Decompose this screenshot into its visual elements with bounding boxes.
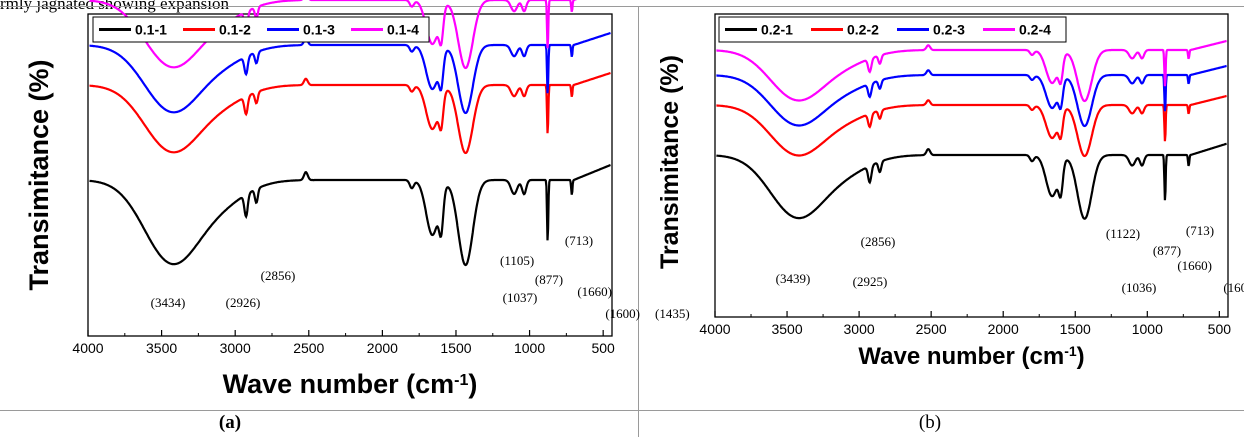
legend-label: 0.1-4 (387, 22, 419, 38)
legend-label: 0.2-4 (1019, 22, 1051, 38)
series-line-0.2-2 (716, 94, 1227, 158)
x-tick-label: 2500 (916, 321, 947, 337)
series-line-0.2-1 (716, 142, 1227, 220)
x-tick-label: 2000 (988, 321, 1019, 337)
x-tick-label: 4000 (72, 340, 103, 356)
series-line-0.1-1 (89, 163, 611, 267)
peak-label: (1037) (503, 290, 538, 305)
x-tick-label: 1500 (1060, 321, 1091, 337)
x-axis-title: Wave number (cm-1) (223, 369, 478, 399)
x-axis-title: Wave number (cm-1) (858, 343, 1084, 370)
series-line-0.2-4 (716, 39, 1227, 103)
frame-divider-line (638, 6, 639, 437)
y-axis-title: Transimitance (%) (656, 55, 684, 269)
chart-panel-b: 4000 3500 3000 2500 2000 1500 1000 500 (3439) (29… (656, 13, 1244, 370)
legend-label: 0.2-3 (933, 22, 965, 38)
peak-label: (877) (535, 272, 563, 287)
legend-label: 0.1-3 (303, 22, 335, 38)
peak-label: (1600) (1223, 280, 1244, 295)
x-tick-label: 3500 (146, 340, 177, 356)
x-tick-label: 1500 (440, 340, 471, 356)
legend-label: 0.1-2 (219, 22, 251, 38)
peak-label: (3434) (151, 295, 186, 310)
peak-label: (1105) (500, 253, 534, 268)
frame-top-line (0, 6, 1244, 7)
legend-label: 0.2-2 (847, 22, 879, 38)
legend-label: 0.1-1 (135, 22, 167, 38)
x-tick-label: 3000 (844, 321, 875, 337)
peak-label: (877) (1153, 243, 1181, 258)
series-line-0.1-4 (89, 0, 578, 70)
plot-frame (87, 13, 613, 337)
plot-frame (714, 13, 1229, 318)
x-tick-label: 500 (591, 340, 615, 356)
x-tick-label: 4000 (699, 321, 730, 337)
x-tick-label: 2000 (367, 340, 398, 356)
peak-label: (2925) (853, 274, 888, 289)
peak-label: (1435) (655, 306, 690, 321)
peak-label: (2856) (261, 268, 296, 283)
peak-label: (2926) (226, 295, 261, 310)
legend-label: 0.2-1 (761, 22, 793, 38)
series-line-0.1-3 (89, 31, 611, 115)
x-tick-label: 3000 (220, 340, 251, 356)
peak-label: (1122) (1106, 226, 1140, 241)
peak-label: (713) (565, 233, 593, 248)
panel-label-b: (b) (918, 412, 942, 433)
x-tick-label: 2500 (293, 340, 324, 356)
peak-label: (1660) (577, 284, 612, 299)
panel-label-a: (a) (218, 412, 242, 433)
peak-label: (1660) (1177, 258, 1212, 273)
series-line-0.1-2 (89, 71, 611, 155)
x-tick-label: 500 (1208, 321, 1232, 337)
chart-panel-a: 4000 3500 3000 2500 2000 1500 1000 500 (3434) (29… (24, 0, 690, 399)
frame-caption-line (0, 410, 1244, 411)
peak-label: (3439) (776, 271, 811, 286)
y-axis-title: Transimitance (%) (24, 59, 54, 290)
peak-label: (1036) (1122, 280, 1157, 295)
x-tick-label: 1000 (1132, 321, 1163, 337)
peak-label: (713) (1186, 223, 1214, 238)
peak-label: (2856) (861, 234, 896, 249)
x-tick-label: 1000 (514, 340, 545, 356)
series-line-0.2-3 (716, 64, 1227, 128)
peak-label: (1600) (605, 306, 640, 321)
x-tick-label: 3500 (771, 321, 802, 337)
